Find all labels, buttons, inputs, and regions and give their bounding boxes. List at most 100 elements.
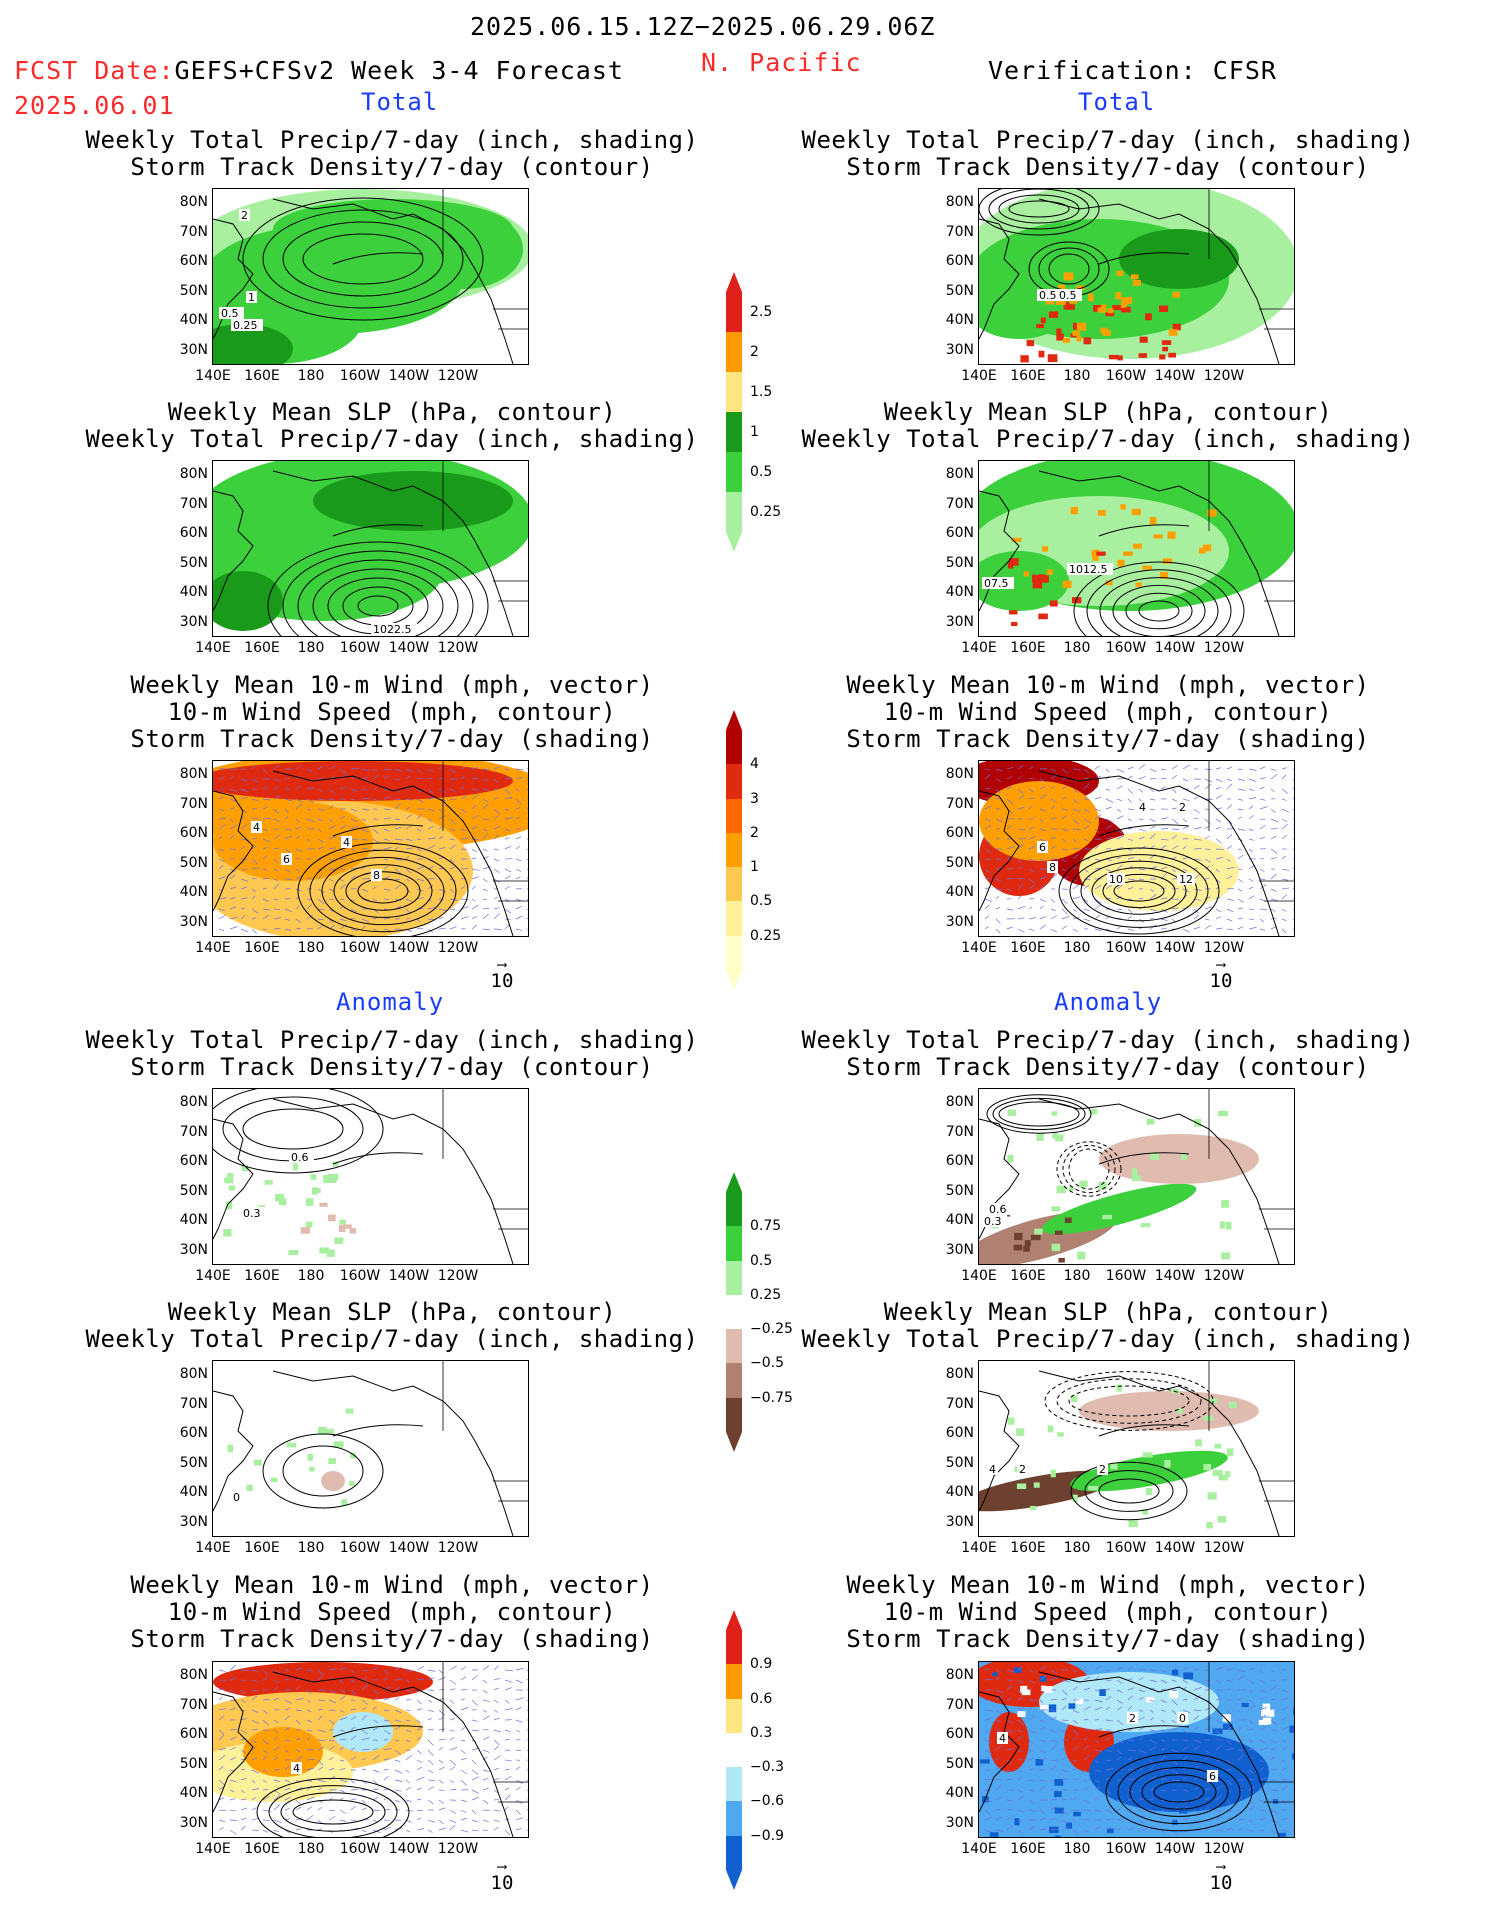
wind-vector <box>218 1708 227 1711</box>
wind-vector <box>317 1729 326 1733</box>
wind-vector <box>1138 1776 1144 1781</box>
wind-vector <box>1226 1769 1233 1771</box>
wind-vector <box>1039 778 1047 783</box>
wind-vector <box>1050 1739 1058 1743</box>
wind-vector <box>1215 1785 1223 1791</box>
wind-vector <box>984 1678 993 1681</box>
contour-label: 0.6 <box>989 1203 1007 1216</box>
wind-vector <box>1215 826 1222 830</box>
wind-vector <box>1193 914 1200 920</box>
wind-vector <box>1050 898 1056 903</box>
wind-vector <box>262 1698 270 1701</box>
wind-vector <box>240 1718 247 1721</box>
wind-vector <box>273 808 279 814</box>
wind-vector <box>438 1728 446 1731</box>
wind-vector <box>1237 1818 1244 1821</box>
title-p4: Weekly Mean SLP (hPa, contour) Weekly To… <box>798 399 1418 453</box>
wind-vector <box>339 773 347 780</box>
wind-vector <box>1083 898 1088 903</box>
colorbar-bottom-arrow <box>726 970 742 990</box>
wind-vector <box>1017 883 1024 890</box>
wind-vector <box>1259 1714 1266 1721</box>
wind-vector <box>526 877 528 880</box>
wind-vector <box>383 847 392 850</box>
shading-region <box>333 1712 393 1752</box>
wind-vector <box>1028 1715 1035 1721</box>
lat-tick-label: 80N <box>179 466 208 482</box>
wind-vector <box>1083 1785 1091 1791</box>
wind-vector <box>317 828 322 833</box>
lat-tick-label: 80N <box>945 194 974 210</box>
wind-vector <box>339 1738 347 1741</box>
wind-vector <box>295 835 300 840</box>
wind-vector <box>1292 778 1294 780</box>
wind-vector <box>295 1828 302 1831</box>
wind-vector <box>240 788 249 793</box>
coastline-aleutians <box>1098 1152 1190 1165</box>
wind-vector <box>449 1688 456 1691</box>
wind-vector <box>526 1699 528 1702</box>
wind-vector <box>1083 1737 1088 1741</box>
wind-vector <box>1248 927 1257 930</box>
wind-vector <box>1083 768 1090 774</box>
wind-vector <box>394 818 401 821</box>
wind-vector <box>984 1756 989 1761</box>
title-p3: Weekly Mean SLP (hPa, contour) Weekly To… <box>82 399 702 453</box>
wind-vector <box>1105 1826 1112 1831</box>
colorbar-label: 1.5 <box>750 384 773 400</box>
wind-vector <box>273 778 281 782</box>
title-line: Weekly Mean 10-m Wind (mph, vector) <box>130 671 654 699</box>
contour-label-bg <box>1097 1463 1108 1475</box>
wind-vector <box>1281 1745 1289 1751</box>
wind-vector <box>317 1787 322 1791</box>
wind-vector <box>526 1759 528 1761</box>
lat-tick-label: 70N <box>179 795 208 812</box>
lon-tick-label: 140W <box>1154 1268 1196 1284</box>
wind-vector <box>984 848 991 853</box>
wind-vector <box>262 898 269 902</box>
wind-vector <box>350 798 356 801</box>
wind-vector <box>273 786 279 790</box>
shading-cell <box>1145 313 1152 321</box>
wind-vector <box>405 1739 411 1743</box>
wind-vector <box>493 1827 499 1831</box>
coastline-america <box>272 1671 514 1837</box>
wind-vector <box>1149 894 1157 900</box>
wind-vector <box>1204 896 1211 900</box>
wind-vector <box>504 1775 512 1781</box>
arrow-right-icon: ⟶ <box>497 957 507 973</box>
wind-vector <box>1182 778 1189 782</box>
shading-cell <box>1009 610 1018 615</box>
wind-vector <box>350 1715 357 1721</box>
wind-vector <box>1072 1819 1077 1823</box>
contour-label: 4 <box>999 1732 1006 1745</box>
contour-label-bg <box>1137 801 1148 813</box>
contour-label-bg <box>231 1491 242 1503</box>
colorbar-segment <box>726 452 742 492</box>
wind-vector <box>1094 867 1101 870</box>
wind-vector <box>1006 1815 1012 1821</box>
wind-vector <box>218 1797 225 1801</box>
wind-vector <box>1083 1829 1089 1833</box>
shading-cell <box>1065 1822 1073 1829</box>
wind-vector <box>306 808 312 811</box>
wind-vector <box>1193 1745 1200 1751</box>
wind-vector <box>218 865 224 870</box>
shading-region <box>989 1712 1029 1772</box>
wind-vector <box>372 1755 380 1761</box>
wind-vector <box>1094 796 1102 800</box>
wind-vector <box>526 868 528 871</box>
shading-cell <box>1062 337 1071 343</box>
wind-vector <box>295 1738 301 1741</box>
lon-tick-label: 120W <box>1203 368 1245 384</box>
lat-tick-label: 30N <box>945 1513 974 1530</box>
wind-vector <box>1017 895 1022 900</box>
wind-vector <box>372 1689 380 1695</box>
wind-vector <box>273 878 279 882</box>
wind-vector <box>251 765 256 770</box>
model-name: GEFS+CFSv2 Week 3-4 Forecast <box>174 56 624 85</box>
shading-cell <box>1228 1402 1237 1409</box>
wind-vector <box>1127 1769 1134 1771</box>
wind-vector <box>339 825 347 830</box>
